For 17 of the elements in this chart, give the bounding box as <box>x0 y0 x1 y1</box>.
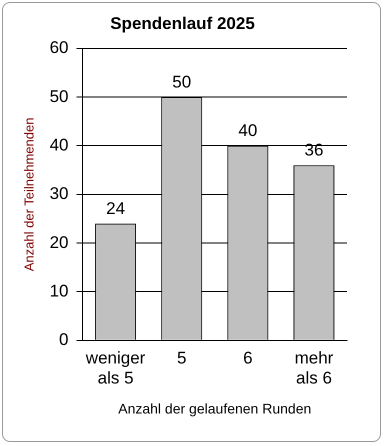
data-label: 50 <box>172 72 192 92</box>
x-tick-label: 5 <box>176 348 186 368</box>
y-tick-label: 30 <box>50 184 69 204</box>
data-label: 24 <box>106 198 126 218</box>
data-label: 40 <box>238 120 258 140</box>
x-axis-title: Anzahl der gelaufenen Runden <box>118 400 312 416</box>
y-tick-label: 60 <box>50 38 69 58</box>
x-tick-label: mehr als 6 <box>294 348 334 388</box>
y-tick-label: 50 <box>50 86 69 106</box>
x-tick-label: 6 <box>243 348 253 368</box>
y-tick-label: 10 <box>50 281 69 300</box>
x-tick-label: weniger als 5 <box>84 348 146 388</box>
y-tick-label: 20 <box>50 232 69 252</box>
y-axis-title: Anzahl der Teilnehmenden <box>21 118 36 272</box>
y-tick-label: 0 <box>59 330 69 350</box>
y-tick-label: 40 <box>50 135 69 154</box>
chart-title: Spendenlauf 2025 <box>110 14 255 33</box>
